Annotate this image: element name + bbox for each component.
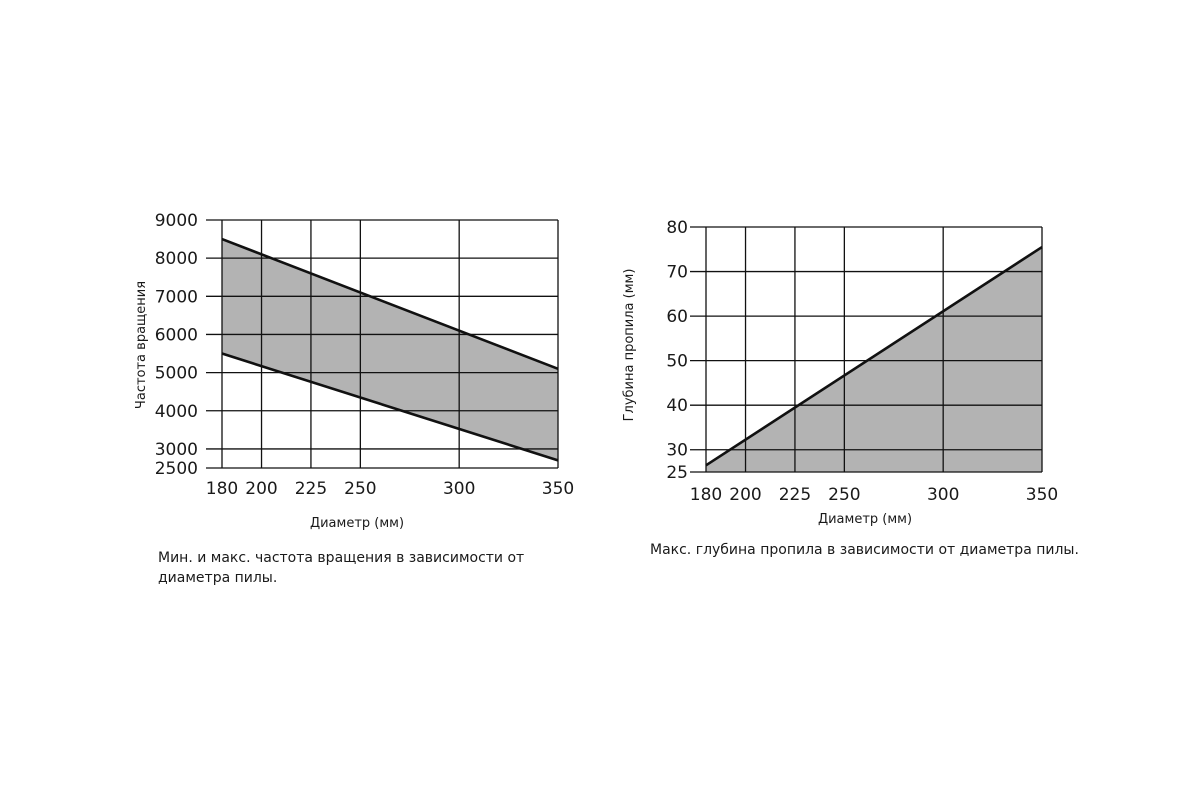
rpm-y-tick-label: 3000 [155, 440, 198, 460]
depth-y-tick-label: 70 [666, 263, 688, 283]
depth-x-axis-label: Диаметр (мм) [818, 512, 912, 527]
rpm-chart-caption: Мин. и макс. частота вращения в зависимо… [158, 550, 525, 586]
depth-y-tick-label: 50 [666, 352, 688, 372]
rpm-x-tick-label: 250 [344, 479, 376, 499]
depth-series-line-1 [705, 245, 1043, 467]
rpm-shaded-area [222, 239, 558, 461]
depth-y-tick-label: 60 [666, 307, 688, 327]
rpm-y-tick-label: 4000 [155, 402, 198, 422]
rpm-y-tick-label: 9000 [155, 211, 198, 231]
depth-y-tick-label: 25 [666, 463, 688, 483]
depth-y-tick-label: 40 [666, 396, 688, 416]
rpm-x-axis-label: Диаметр (мм) [310, 516, 404, 531]
depth-x-tick-label: 300 [927, 485, 959, 505]
rpm-y-tick-label: 7000 [155, 287, 198, 307]
depth-x-tick-label: 350 [1026, 485, 1058, 505]
rpm-x-tick-label: 225 [295, 479, 327, 499]
rpm-y-tick-label: 6000 [155, 325, 198, 345]
rpm-x-tick-label: 300 [443, 479, 475, 499]
rpm-series-line-1 [221, 237, 559, 371]
depth-y-axis-label: Глубина пропила (мм) [622, 269, 637, 422]
depth-y-tick-label: 30 [666, 441, 688, 461]
depth-x-tick-label: 180 [690, 485, 722, 505]
rpm-y-tick-label: 5000 [155, 364, 198, 384]
depth-x-tick-label: 225 [779, 485, 811, 505]
rpm-y-axis-label: Частота вращения [134, 281, 149, 409]
rpm-y-tick-label: 2500 [155, 459, 198, 479]
depth-y-tick-label: 80 [666, 218, 688, 238]
depth-x-tick-label: 200 [729, 485, 761, 505]
depth-shaded-area [706, 247, 1042, 472]
depth-chart-caption: Макс. глубина пропила в зависимости от д… [650, 542, 1079, 558]
rpm-y-tick-label: 8000 [155, 249, 198, 269]
rpm-x-tick-label: 180 [206, 479, 238, 499]
rpm-series-line-2 [221, 352, 559, 462]
depth-x-tick-label: 250 [828, 485, 860, 505]
rpm-x-tick-label: 200 [245, 479, 277, 499]
rpm-x-tick-label: 350 [542, 479, 574, 499]
